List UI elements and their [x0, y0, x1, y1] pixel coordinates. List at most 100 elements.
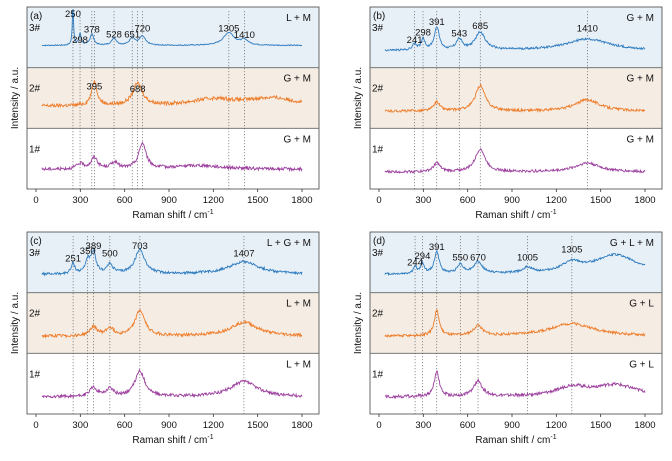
- x-axis-title: Raman shift / cm-1: [132, 434, 213, 446]
- x-tick-label: 300: [72, 195, 88, 206]
- peak-label: 1407: [233, 248, 254, 259]
- peak-label: 298: [415, 27, 431, 38]
- x-tick-label: 900: [504, 195, 520, 206]
- sample-label: 3#: [29, 248, 41, 259]
- peak-label: 251: [65, 254, 81, 265]
- peak-label: 688: [130, 84, 146, 95]
- condition-label: G + M: [626, 13, 654, 24]
- x-axis-title: Raman shift / cm-1: [475, 209, 556, 221]
- panel-label: (a): [30, 11, 42, 22]
- x-tick-label: 1200: [203, 420, 224, 431]
- subpanel-background: [27, 67, 319, 129]
- x-tick-label: 1200: [546, 195, 567, 206]
- sample-label: 1#: [29, 369, 41, 380]
- condition-label: L + M: [286, 359, 311, 370]
- panel-frame: [26, 231, 320, 415]
- peak-label: 389: [86, 241, 102, 252]
- x-axis-title-superscript: -1: [207, 209, 213, 216]
- x-tick-label: 1800: [634, 195, 655, 206]
- subpanel-background: [370, 7, 662, 68]
- peak-label: 1005: [517, 252, 538, 263]
- peak-label: 395: [86, 82, 102, 93]
- spectrum-1-line: [384, 147, 646, 174]
- x-tick-label: 1800: [634, 420, 655, 431]
- x-axis-title-superscript: -1: [550, 209, 556, 216]
- condition-label: G + M: [283, 74, 311, 85]
- x-tick-label: 1500: [247, 195, 268, 206]
- sample-label: 2#: [29, 309, 41, 320]
- peak-label: 500: [102, 248, 118, 259]
- x-axis-title: Raman shift / cm-1: [475, 434, 556, 446]
- x-tick-label: 1200: [546, 420, 567, 431]
- sample-label: 2#: [29, 84, 41, 95]
- spectrum-3-line: [384, 249, 646, 277]
- peak-label: 298: [72, 35, 88, 46]
- x-tick-label: 1500: [247, 420, 268, 431]
- condition-label: G + L: [629, 359, 654, 370]
- spectrum-3-line: [41, 247, 303, 277]
- spectrum-1-line: [384, 369, 646, 400]
- condition-label: G + M: [626, 134, 654, 145]
- x-tick-label: 900: [161, 195, 177, 206]
- peak-label: 391: [429, 242, 445, 253]
- peak-label: 378: [84, 25, 100, 36]
- subpanel-background: [27, 7, 319, 68]
- subpanel-background: [27, 292, 319, 354]
- panel-label: (c): [30, 236, 42, 247]
- subpanel-background: [370, 128, 662, 189]
- peak-label: 685: [472, 21, 488, 32]
- condition-label: G + M: [283, 134, 311, 145]
- x-tick-label: 1800: [291, 420, 312, 431]
- sample-label: 3#: [29, 23, 41, 34]
- x-tick-label: 0: [376, 420, 381, 431]
- panel-label: (b): [373, 11, 385, 22]
- x-tick-label: 600: [117, 420, 133, 431]
- subpanel-background: [27, 128, 319, 189]
- x-tick-label: 0: [33, 420, 38, 431]
- x-tick-label: 600: [460, 195, 476, 206]
- x-tick-label: 600: [117, 195, 133, 206]
- x-tick-label: 0: [376, 195, 381, 206]
- subpanel-background: [370, 292, 662, 354]
- peak-label: 244: [407, 257, 423, 268]
- condition-label: L + M: [286, 299, 311, 310]
- spectrum-1-line: [41, 368, 303, 400]
- panel-frame: [369, 231, 663, 415]
- peak-label: 350: [80, 246, 96, 257]
- peak-label: 543: [451, 29, 467, 40]
- y-axis-title: Intensity / a.u.: [10, 67, 21, 129]
- x-axis-title-superscript: -1: [550, 434, 556, 441]
- peak-label: 550: [452, 252, 468, 263]
- sample-label: 2#: [372, 84, 384, 95]
- x-tick-label: 1500: [590, 195, 611, 206]
- peak-label: 1305: [561, 245, 582, 256]
- panel-frame: [369, 6, 663, 190]
- sample-label: 2#: [372, 309, 384, 320]
- y-axis-title: Intensity / a.u.: [353, 292, 364, 354]
- x-axis-title-superscript: -1: [207, 434, 213, 441]
- peak-label: 250: [65, 9, 81, 20]
- x-tick-label: 900: [504, 420, 520, 431]
- spectrum-2-line: [41, 80, 303, 109]
- condition-label: G + L: [629, 299, 654, 310]
- peak-label: 294: [415, 251, 431, 262]
- subpanel-background: [370, 67, 662, 129]
- sample-label: 1#: [29, 144, 41, 155]
- x-tick-label: 600: [460, 420, 476, 431]
- y-axis-title: Intensity / a.u.: [353, 67, 364, 129]
- condition-label: L + M: [286, 13, 311, 24]
- x-tick-label: 1500: [590, 420, 611, 431]
- peak-label: 670: [470, 252, 486, 263]
- x-axis-title: Raman shift / cm-1: [132, 209, 213, 221]
- x-tick-label: 900: [161, 420, 177, 431]
- peak-label: 391: [429, 17, 445, 28]
- x-tick-label: 1800: [291, 195, 312, 206]
- spectrum-2-line: [41, 308, 303, 339]
- spectrum-1-line: [41, 141, 303, 173]
- peak-label: 1305: [218, 23, 239, 34]
